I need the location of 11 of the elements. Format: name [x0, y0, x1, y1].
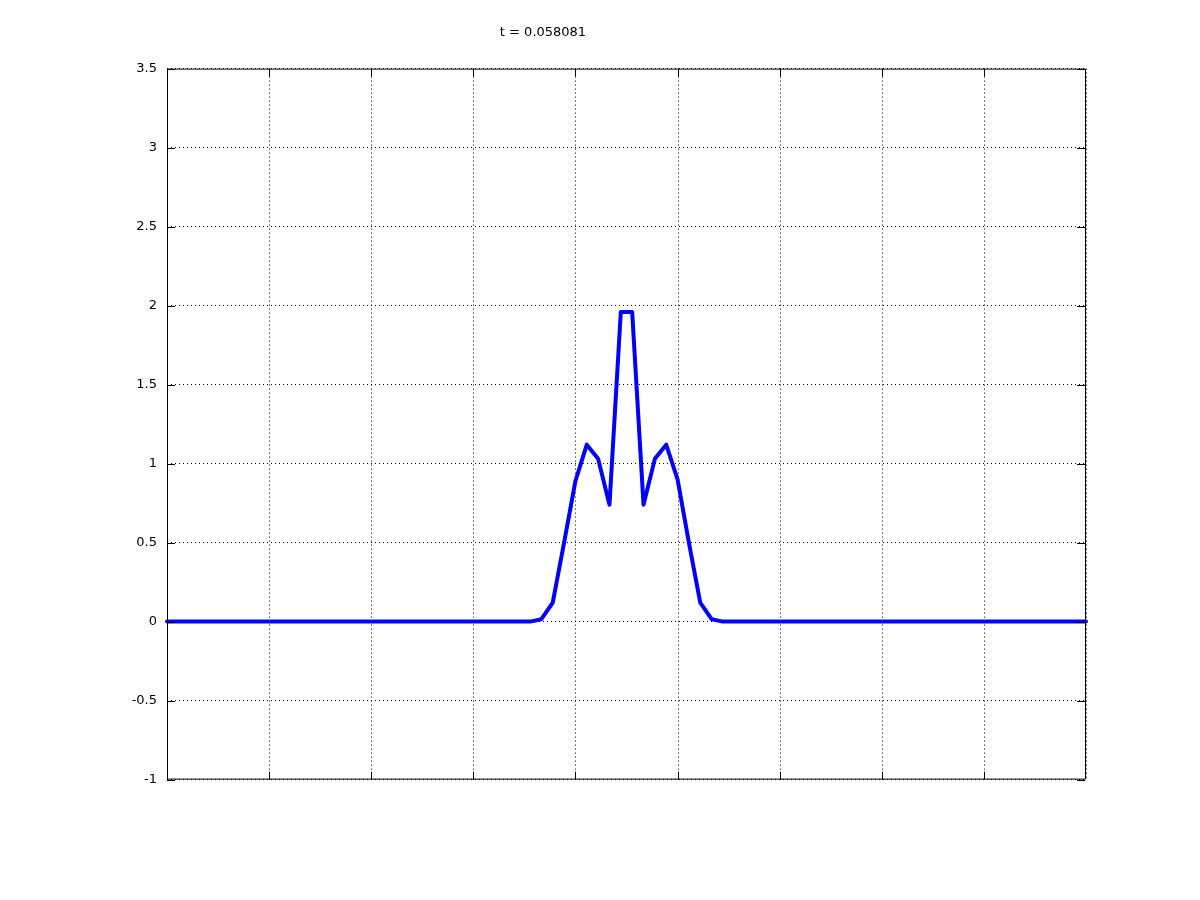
y-tick-label: -0.5	[131, 691, 157, 707]
y-tick-label: 0	[148, 612, 157, 628]
y-tick-label: 2.5	[136, 217, 157, 233]
y-tick-label: 3	[148, 138, 157, 154]
y-tick-label: -1	[144, 770, 157, 786]
y-tick-label: 1.5	[136, 375, 157, 391]
y-tick-label: 1	[148, 454, 157, 470]
y-tick-label: 3.5	[136, 59, 157, 75]
y-tick-label: 0.5	[136, 533, 157, 549]
chart-title: t = 0.058081	[499, 24, 587, 40]
y-tick-label: 2	[148, 296, 157, 312]
